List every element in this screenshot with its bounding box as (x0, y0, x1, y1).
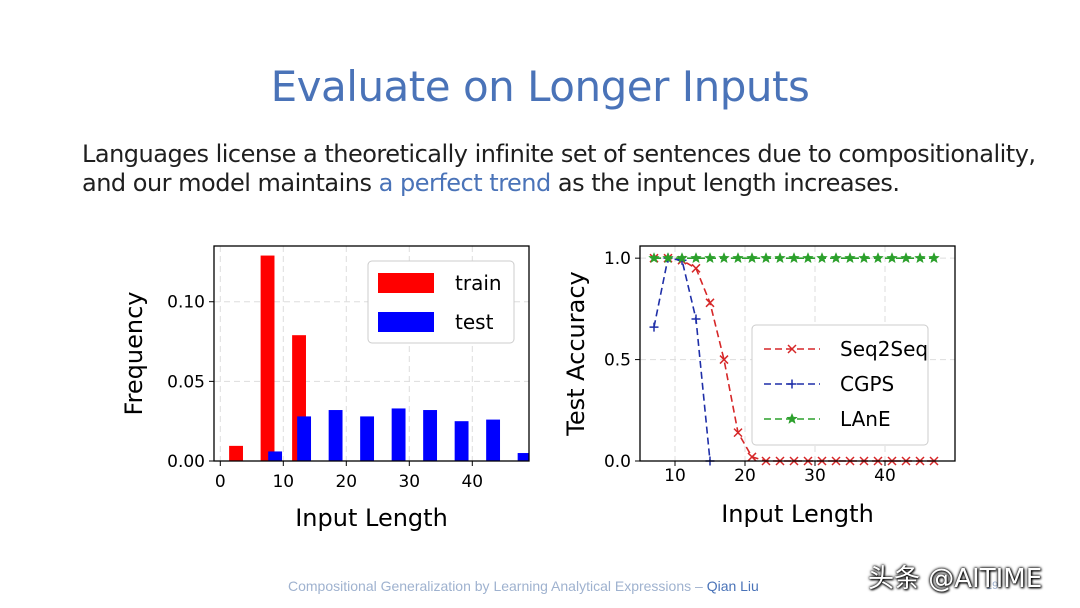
c1-bar-test (391, 408, 406, 461)
c2-point-Seq2Seq (691, 263, 701, 273)
c2-point-Seq2Seq (705, 298, 715, 308)
body-line-2: and our model maintains a perfect trend … (82, 169, 1062, 198)
c2-xtick-label: 30 (804, 466, 826, 486)
c1-legend-label-train: train (455, 271, 502, 295)
body-line-1: Languages license a theoretically infini… (82, 140, 1036, 168)
c2-xtick-label: 40 (874, 466, 896, 486)
c2-ticks: 10 20 30 40 0.0 0.5 1.0 (604, 249, 896, 486)
c2-point-Seq2Seq (747, 452, 757, 462)
c1-bar-test (328, 410, 343, 461)
c2-point-LAnE (760, 252, 772, 264)
c1-bar-test (423, 410, 438, 461)
body-line-2-pre: and our model maintains (82, 169, 379, 197)
c2-point-LAnE (746, 252, 758, 264)
c2-point-LAnE (718, 252, 730, 264)
c2-axes-frame (639, 245, 956, 462)
c2-line-CGPS (653, 257, 711, 462)
c2-legend: Seq2Seq CGPS LAnE (751, 324, 929, 446)
c2-point-LAnE (844, 252, 856, 264)
c2-point-LAnE (816, 252, 828, 264)
c1-bar-test (517, 453, 529, 461)
c2-point-LAnE (690, 252, 702, 264)
c2-point-LAnE (704, 252, 716, 264)
c2-legend-label-Seq2Seq: Seq2Seq (840, 337, 928, 361)
c2-legend-marker-Seq2Seq (787, 344, 797, 354)
slide-body: Languages license a theoretically infini… (82, 140, 1062, 198)
c2-ytick-label: 0.5 (604, 351, 631, 371)
footer-text: Compositional Generalization by Learning… (288, 578, 707, 594)
c2-point-LAnE (928, 252, 940, 264)
c1-legend-swatch-train (378, 273, 434, 293)
c1-bar-train (229, 445, 243, 461)
accuracy-line-chart: 10 20 30 40 0.0 0.5 1.0 Input Length Test Accu… (562, 245, 956, 528)
c2-xtick-label: 10 (664, 466, 686, 486)
slide-title: Evaluate on Longer Inputs (270, 62, 810, 111)
slide-footer: Compositional Generalization by Learning… (288, 578, 759, 594)
c2-legend-box (751, 324, 929, 446)
c2-point-LAnE (858, 252, 870, 264)
c2-ytick-label: 0.0 (604, 452, 631, 472)
c1-legend: train test (367, 260, 515, 344)
c2-point-LAnE (788, 252, 800, 264)
footer-author: Qian Liu (706, 578, 759, 594)
c2-x-axis-label: Input Length (721, 500, 874, 528)
c1-bar-test (486, 419, 501, 461)
frequency-histogram: 0 10 20 30 40 0.00 0.05 0.10 Input Length Frequ… (120, 245, 530, 532)
watermark: 头条 @AITIME (868, 564, 1043, 594)
c1-xtick-label: 40 (461, 472, 483, 492)
c2-point-LAnE (648, 252, 660, 264)
c2-point-Seq2Seq (719, 355, 729, 365)
c2-ytick-label: 1.0 (604, 249, 631, 269)
c2-point-LAnE (914, 252, 926, 264)
c1-xtick-label: 10 (272, 472, 294, 492)
page-number: 19 (986, 580, 999, 592)
c1-bar-test (360, 416, 375, 461)
c2-point-LAnE (872, 252, 884, 264)
c1-y-axis-label: Frequency (120, 292, 148, 416)
c2-point-LAnE (732, 252, 744, 264)
c2-point-LAnE (830, 252, 842, 264)
c1-ytick-label: 0.10 (167, 293, 205, 313)
c2-point-LAnE (662, 252, 674, 264)
c2-point-CGPS (691, 314, 701, 324)
c1-bar-test (268, 451, 283, 461)
c1-legend-swatch-test (378, 312, 434, 332)
c2-point-LAnE (774, 252, 786, 264)
c2-point-LAnE (802, 252, 814, 264)
c1-xtick-label: 20 (335, 472, 357, 492)
c2-point-LAnE (900, 252, 912, 264)
body-line-2-highlight: a perfect trend (378, 169, 552, 197)
c1-axes-frame (213, 245, 530, 462)
c2-point-LAnE (886, 252, 898, 264)
c1-bar-test (297, 416, 312, 461)
c1-xtick-label: 0 (215, 472, 226, 492)
c2-xtick-label: 20 (734, 466, 756, 486)
c2-point-LAnE (676, 252, 688, 264)
c1-ticks: 0 10 20 30 40 0.00 0.05 0.10 (167, 293, 483, 492)
c1-legend-label-test: test (455, 310, 494, 334)
c1-ytick-label: 0.00 (167, 452, 205, 472)
c2-y-axis-label: Test Accuracy (562, 271, 590, 436)
c2-legend-label-LAnE: LAnE (840, 407, 891, 431)
c1-bar-train (260, 255, 275, 461)
c1-bars (229, 255, 529, 461)
body-line-2-post: as the input length increases. (550, 169, 900, 197)
c1-bar-test (454, 421, 469, 461)
c2-legend-label-CGPS: CGPS (840, 372, 894, 396)
c2-point-Seq2Seq (733, 428, 743, 438)
c1-x-axis-label: Input Length (295, 504, 448, 532)
c2-legend-marker-CGPS (787, 379, 797, 389)
c1-ytick-label: 0.05 (167, 372, 205, 392)
c1-xtick-label: 30 (398, 472, 420, 492)
c2-point-CGPS (649, 322, 659, 332)
c2-legend-marker-LAnE (786, 412, 798, 424)
